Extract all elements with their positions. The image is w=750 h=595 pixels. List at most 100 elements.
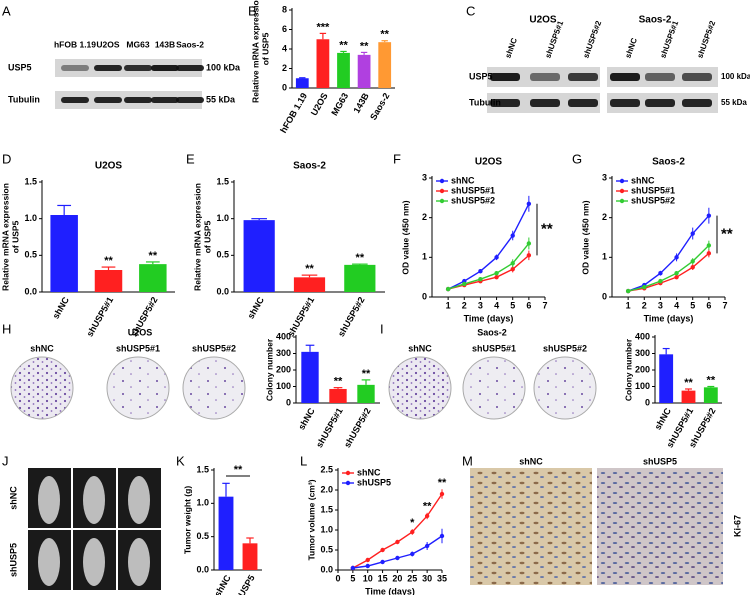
marker [350, 565, 356, 571]
blot-band [176, 97, 204, 103]
legend-marker [345, 470, 351, 476]
marker [365, 563, 370, 569]
y-tick-label: 0.5 [320, 544, 333, 554]
x-tick-label: 5 [350, 573, 355, 583]
blot-band [530, 73, 560, 81]
legend-marker [619, 198, 625, 204]
marker [494, 274, 499, 280]
bar [703, 387, 718, 403]
y-tick-label: 1.0 [320, 524, 333, 534]
size-label: 55 kDa [721, 98, 747, 107]
marker [410, 529, 415, 535]
series-line [627, 215, 710, 292]
y-tick-label: 300 [276, 348, 291, 358]
y-tick-label: 1.0 [216, 213, 229, 223]
marker [510, 261, 515, 266]
x-tick-label: Saos-2 [368, 91, 391, 122]
blot-band [176, 65, 204, 71]
y-tick-label: 0 [286, 397, 291, 407]
y-tick-label: 1 [422, 252, 427, 262]
x-tick-label: 1 [626, 300, 631, 310]
marker [690, 231, 695, 236]
legend-label: shUSP5#1 [631, 185, 675, 195]
y-axis-title: of USP5 [10, 220, 20, 253]
bar [681, 390, 696, 403]
mouse-body [38, 538, 60, 586]
panel-title: U2OS [128, 327, 153, 337]
lane-label: shNC [623, 36, 639, 59]
marker [510, 267, 515, 272]
bar [659, 354, 674, 403]
panel-title: Saos-2 [477, 327, 507, 337]
blot-band [682, 99, 712, 107]
y-tick-label: 2.5 [320, 464, 333, 474]
blot-band [682, 73, 712, 81]
y-tick-label: 100 [635, 381, 650, 391]
marker [380, 559, 385, 565]
colony-dish [533, 356, 597, 420]
dish-label: shUSP5#2 [192, 343, 236, 353]
marker [510, 233, 515, 238]
marker [494, 271, 499, 276]
x-tick-label: 5 [690, 300, 695, 310]
legend-marker [345, 480, 351, 486]
blot-band [530, 99, 560, 107]
marker [526, 201, 532, 206]
x-tick-label: shNC [653, 406, 674, 432]
blot-band [151, 97, 179, 103]
legend-label: shUSP5#1 [451, 185, 495, 195]
marker [380, 547, 385, 553]
x-tick-label: 25 [407, 573, 417, 583]
blot-band [94, 65, 122, 71]
y-tick-label: 0.0 [216, 286, 229, 296]
y-tick-label: 3 [602, 172, 607, 182]
x-tick-label: shUSP5#1 [85, 295, 116, 338]
marker [526, 241, 532, 246]
y-axis-title: of USP5 [260, 32, 270, 65]
chart-title: Saos-2 [293, 161, 326, 172]
series-line [628, 252, 710, 292]
dish-label: shUSP5#1 [472, 343, 516, 353]
x-tick-label: shNC [296, 406, 317, 432]
row-label: Tubulin [8, 94, 40, 104]
x-tick-label: 2 [462, 300, 467, 310]
panel-letter: L [300, 453, 307, 468]
y-tick-label: 2 [602, 212, 607, 222]
y-tick-label: 0.5 [196, 531, 209, 541]
y-tick-label: 0.5 [24, 250, 37, 260]
y-tick-label: 0.0 [24, 286, 37, 296]
size-label: 100 kDa [721, 72, 750, 81]
significance: ** [339, 39, 348, 51]
row-label: USP5 [469, 71, 493, 81]
x-axis-title: Time (days) [365, 586, 415, 595]
panel-letter: D [2, 151, 11, 166]
significance: ** [684, 377, 693, 389]
significance: ** [438, 477, 447, 489]
y-tick-label: 0 [645, 397, 650, 407]
lane-label: hFOB 1.19 [54, 39, 96, 49]
blot-band [568, 73, 598, 81]
x-tick-label: 5 [510, 300, 515, 310]
bar [357, 54, 371, 88]
x-tick-label: 1 [446, 300, 451, 310]
group-label: shUSP5 [643, 456, 677, 466]
bar [94, 270, 123, 292]
blot-band [645, 73, 675, 81]
y-tick-label: 6 [282, 24, 287, 34]
x-tick-label: 30 [422, 573, 432, 583]
blot-band [151, 65, 179, 71]
group-label: shNC [8, 486, 18, 510]
colony-dish [182, 356, 246, 420]
legend-label: shNC [357, 467, 381, 477]
x-tick-label: 3 [478, 300, 483, 310]
marker [706, 213, 712, 218]
marker [439, 533, 445, 539]
bar [378, 42, 392, 88]
x-tick-label: shUSP5#1 [314, 406, 345, 449]
colony-dish [462, 356, 526, 420]
blot-band [124, 65, 152, 71]
x-tick-label: 7 [722, 300, 727, 310]
bar [295, 78, 309, 88]
y-tick-label: 100 [276, 381, 291, 391]
